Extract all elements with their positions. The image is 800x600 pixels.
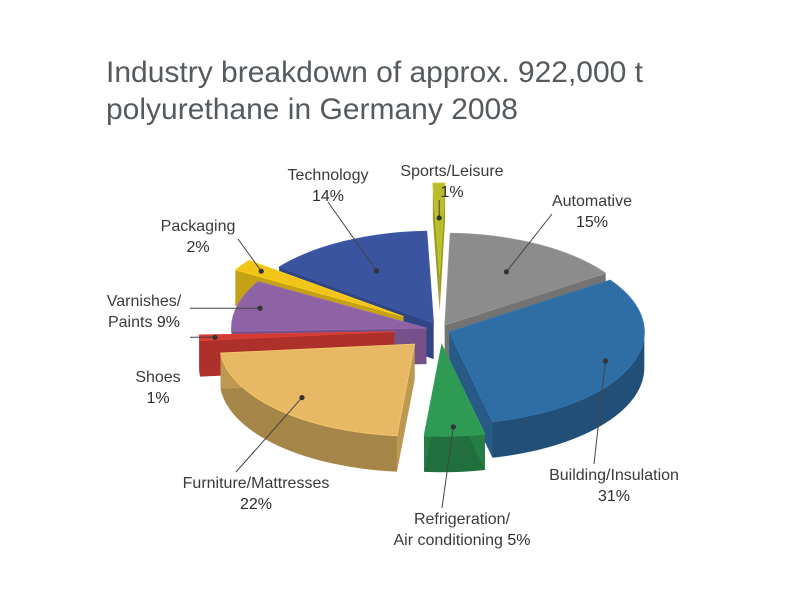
slice-percent: 14% (312, 188, 344, 205)
pie-slice-building-insulation (448, 279, 645, 458)
slice-label: Packaging 2% (161, 218, 236, 256)
leader-line (327, 201, 377, 272)
pie-leader-lines (190, 200, 609, 509)
slice-outer-wall (424, 433, 485, 473)
slice-top-face (234, 259, 404, 317)
slice-label: Technology 14% (288, 167, 369, 205)
slice-cut-face (439, 183, 446, 312)
slice-top-face (220, 343, 416, 437)
slice-outer-wall (492, 332, 645, 458)
slice-label: Varnishes/Paints 9% (107, 293, 182, 331)
slice-top-face (278, 230, 435, 324)
slice-top-face (444, 232, 607, 326)
leader-dot (602, 358, 609, 364)
slice-percent: 22% (240, 496, 272, 513)
slice-percent: 1% (146, 390, 169, 407)
leader-dot (299, 394, 305, 401)
slice-cut-face (449, 332, 493, 458)
slice-percent: 1% (440, 184, 463, 201)
pie-slice-refrigeration-air-conditioning (423, 343, 486, 473)
leader-line (441, 426, 454, 509)
chart-title-line-1: Industry breakdown of approx. 922,000 t (106, 56, 644, 89)
slice-top-face (432, 182, 446, 276)
pie-slices (198, 182, 645, 473)
slice-label: Sports/Leisure 1% (400, 163, 503, 201)
pie-slice-furniture-mattresses (220, 343, 416, 472)
leader-dot (450, 424, 456, 430)
slice-label: Refrigeration/Air conditioning 5% (394, 511, 531, 549)
slice-label: Furniture/Mattresses 22% (183, 475, 330, 513)
leader-dot (503, 269, 509, 275)
pie-slice-sports-leisure (432, 182, 446, 312)
slice-percent: 2% (186, 239, 209, 256)
slice-percent: 5% (503, 532, 531, 549)
leader-dot (258, 268, 264, 274)
leader-line (237, 238, 262, 272)
slice-top-face (448, 279, 645, 423)
leader-dot (257, 305, 263, 311)
leader-dot (212, 334, 218, 340)
slice-percent: 9% (152, 314, 180, 331)
slice-label: Automative 15% (552, 193, 632, 231)
slice-cut-face (432, 183, 440, 312)
leader-line (593, 360, 606, 465)
leader-dot (436, 215, 442, 221)
leader-line (506, 213, 553, 273)
pie-labels: Sports/Leisure 1% Automative 15% Building/In… (107, 163, 679, 549)
slice-label: Building/Insulation 31% (549, 467, 679, 505)
slice-percent: 31% (598, 488, 630, 505)
chart-title-line-2: polyurethane in Germany 2008 (106, 93, 518, 126)
slice-top-face (423, 343, 486, 437)
slice-outer-wall (220, 353, 397, 472)
slice-label: Shoes 1% (135, 369, 180, 407)
slice-top-face (231, 281, 427, 332)
leader-dot (373, 268, 380, 274)
leader-line (235, 397, 303, 473)
chart-title: Industry breakdown of approx. 922,000 t … (106, 54, 746, 128)
slice-percent: 15% (576, 214, 608, 231)
